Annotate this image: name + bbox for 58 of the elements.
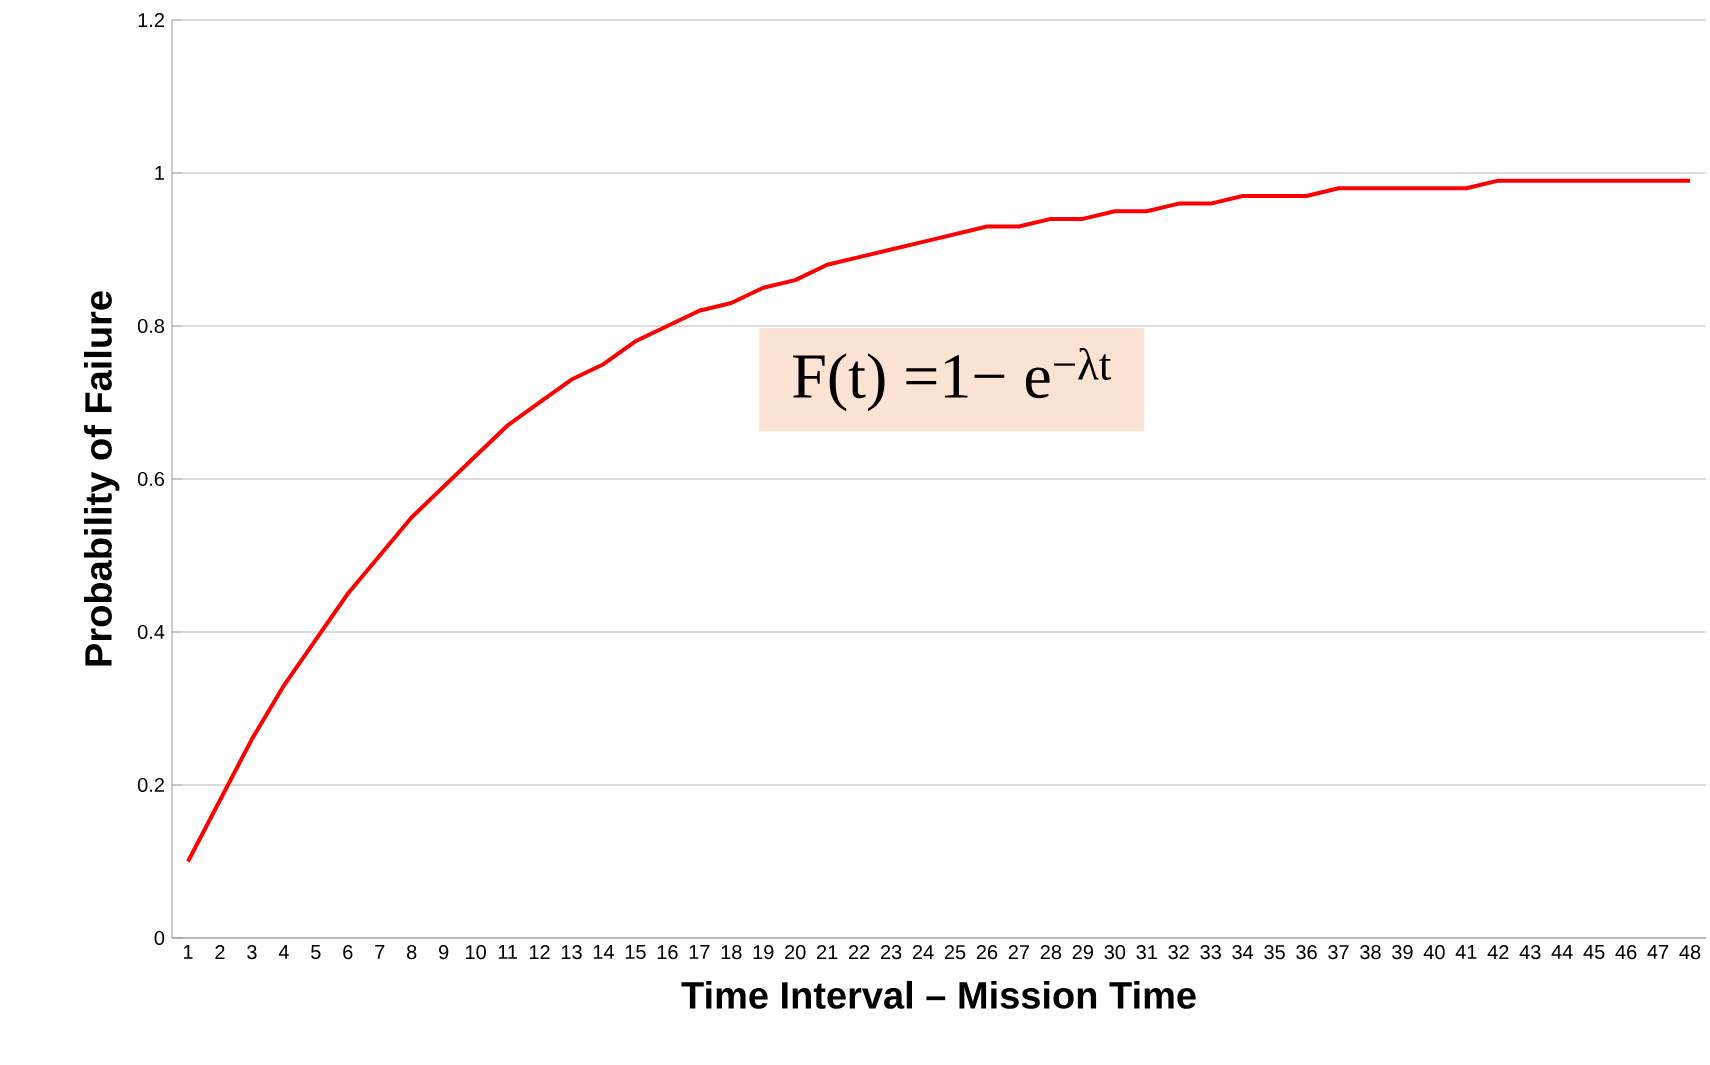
x-tick-label: 11: [498, 945, 517, 959]
x-tick-label: 14: [593, 945, 614, 959]
y-tick-label: 1.2: [138, 13, 164, 27]
x-tick-label: 30: [1104, 945, 1126, 960]
x-tick-label: 46: [1615, 945, 1637, 960]
x-tick-label: 17: [689, 945, 710, 959]
x-tick-label: 34: [1232, 945, 1254, 960]
x-tick-label: 40: [1423, 945, 1445, 960]
x-tick-label: 37: [1328, 945, 1349, 960]
x-tick-label: 47: [1647, 945, 1669, 959]
x-tick-label: 12: [529, 945, 550, 960]
x-tick-label: 28: [1040, 945, 1062, 960]
x-tick-label: 24: [912, 945, 934, 960]
x-tick-label: 20: [785, 945, 806, 960]
y-tick-label: 1: [155, 166, 164, 180]
x-tick-label: 7: [375, 945, 385, 959]
x-tick-label: 2: [215, 945, 225, 960]
x-tick-label: 31: [1136, 945, 1157, 960]
x-tick-label: 19: [753, 945, 774, 960]
x-axis-title: Time Interval – Mission Time: [681, 980, 1196, 1009]
y-tick-label: 0.2: [137, 777, 164, 793]
x-tick-label: 36: [1296, 945, 1317, 960]
y-tick-label: 0.4: [137, 624, 165, 640]
y-tick-label: 0: [154, 930, 165, 946]
x-tick-label: 27: [1008, 945, 1030, 960]
x-tick-label: 44: [1551, 945, 1573, 959]
x-tick-label: 48: [1679, 945, 1701, 960]
annotation: F(t) =1− e$^{−λt}$: [793, 347, 1112, 412]
x-tick-label: 26: [976, 945, 998, 960]
x-tick-label: 21: [817, 945, 838, 960]
y-axis-title: Probability of Failure: [83, 291, 120, 666]
x-tick-label: 45: [1583, 945, 1605, 959]
x-tick-label: 16: [657, 945, 678, 960]
x-tick-label: 18: [721, 945, 742, 960]
x-tick-label: 38: [1360, 945, 1381, 960]
x-tick-label: 1: [183, 945, 193, 959]
x-tick-label: 42: [1487, 945, 1509, 960]
x-tick-label: 22: [848, 945, 870, 960]
x-tick-label: 25: [944, 945, 966, 960]
x-tick-label: 3: [247, 945, 257, 960]
x-tick-label: 23: [880, 945, 902, 960]
x-tick-label: 41: [1455, 945, 1477, 959]
x-tick-label: 13: [561, 945, 582, 960]
x-tick-label: 29: [1072, 945, 1094, 960]
y-tick-label: 0.8: [137, 318, 165, 334]
x-tick-label: 9: [439, 945, 449, 960]
x-tick-label: 8: [407, 945, 417, 960]
y-tick-label: 0.6: [137, 471, 165, 487]
x-tick-label: 10: [466, 945, 486, 960]
x-tick-label: 5: [311, 945, 321, 959]
x-tick-label: 33: [1200, 945, 1221, 960]
x-tick-label: 39: [1392, 945, 1413, 960]
x-tick-label: 35: [1264, 945, 1285, 960]
x-tick-label: 15: [625, 945, 646, 959]
x-tick-label: 43: [1519, 945, 1541, 960]
x-tick-label: 4: [278, 945, 289, 959]
x-tick-label: 32: [1168, 945, 1189, 960]
x-tick-label: 6: [343, 945, 353, 960]
